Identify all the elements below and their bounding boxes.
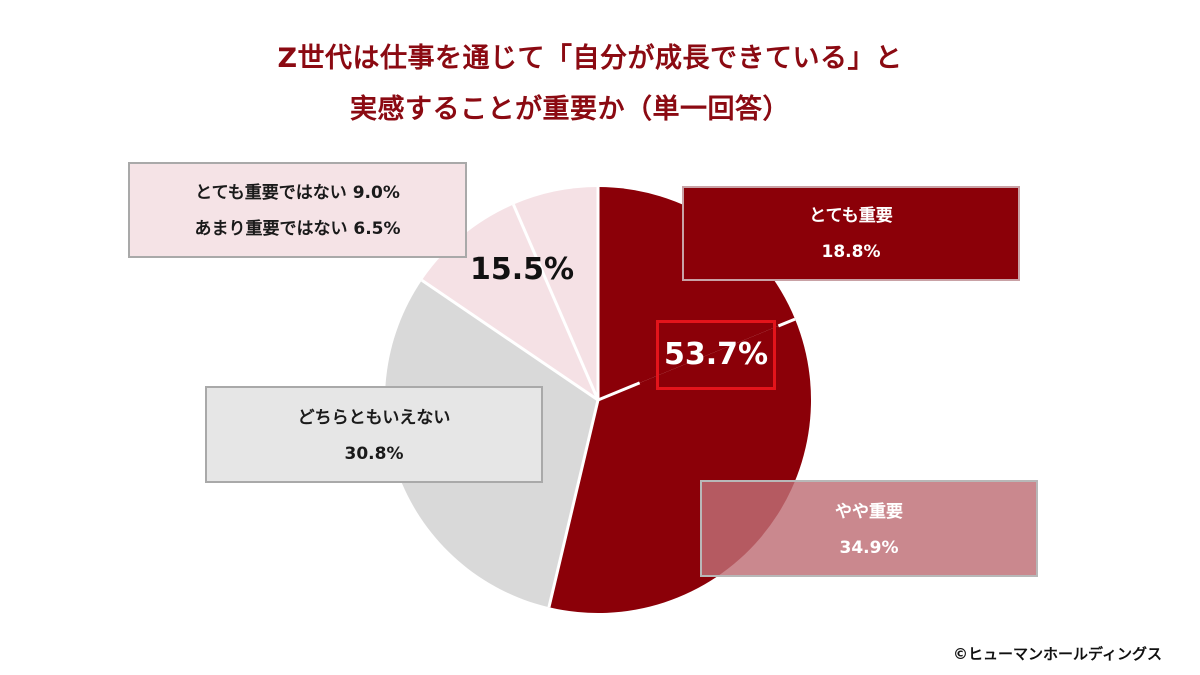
- slice-divider: [547, 399, 600, 608]
- label-somewhat-important-name: やや重要: [835, 502, 903, 522]
- slice-divider: [420, 279, 599, 402]
- slice-very-important: [598, 187, 796, 400]
- label-not-important: とても重要ではない 9.0% あまり重要ではない 6.5%: [128, 162, 467, 258]
- label-neutral-value: 30.8%: [344, 444, 404, 464]
- label-neutral-name: どちらともいえない: [297, 408, 451, 428]
- slice-divider: [512, 203, 600, 401]
- label-very-important-name: とても重要: [809, 206, 893, 226]
- chart-title-line1: Z世代は仕事を通じて「自分が成長できている」と: [277, 43, 903, 74]
- label-not-at-all-important: とても重要ではない 9.0%: [195, 183, 400, 203]
- slice-divider: [777, 317, 796, 328]
- not-important-total: 15.5%: [470, 252, 575, 287]
- important-total: 53.7%: [656, 320, 776, 390]
- chart-title-line2: 実感することが重要か（単一回答）: [350, 94, 790, 125]
- label-neutral: どちらともいえない 30.8%: [205, 386, 543, 483]
- slice-divider: [597, 381, 641, 402]
- label-very-important: とても重要 18.8%: [682, 186, 1020, 281]
- copyright-credit: ©ヒューマンホールディングス: [953, 645, 1162, 663]
- label-somewhat-important-value: 34.9%: [839, 538, 899, 558]
- label-very-important-value: 18.8%: [821, 242, 881, 262]
- label-somewhat-important: やや重要 34.9%: [700, 480, 1038, 577]
- label-not-very-important: あまり重要ではない 6.5%: [194, 219, 401, 239]
- slice-not-very-important: [513, 187, 598, 400]
